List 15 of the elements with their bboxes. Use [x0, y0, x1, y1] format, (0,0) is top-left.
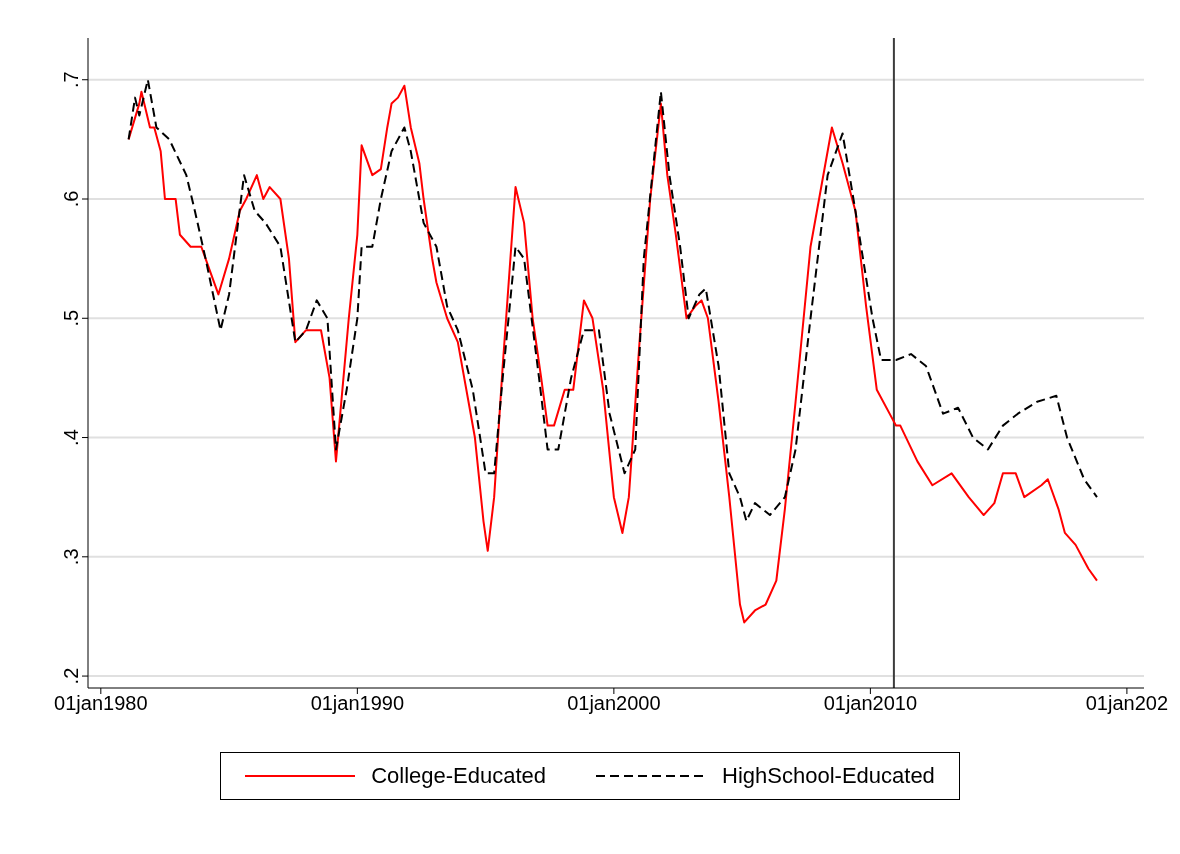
y-tick-label: .6 [60, 190, 82, 208]
y-tick-label: .3 [60, 548, 82, 566]
x-tick-label: 01jan202 [1085, 692, 1169, 715]
x-tick-label: 01jan1980 [54, 692, 148, 715]
y-tick-label: .5 [60, 309, 82, 327]
y-tick-label: .4 [60, 429, 82, 446]
x-tick-label: 01jan2000 [567, 692, 661, 715]
legend-label: HighSchool-Educated [722, 763, 935, 789]
line-series [127, 84, 1098, 624]
x-tick-label: 01jan2010 [823, 692, 918, 715]
legend-label: College-Educated [371, 763, 547, 789]
y-tick-label: .2 [60, 667, 82, 685]
x-tick-label: 01jan1990 [310, 692, 405, 715]
y-tick-label: .7 [60, 71, 82, 89]
line-series [127, 78, 1098, 523]
